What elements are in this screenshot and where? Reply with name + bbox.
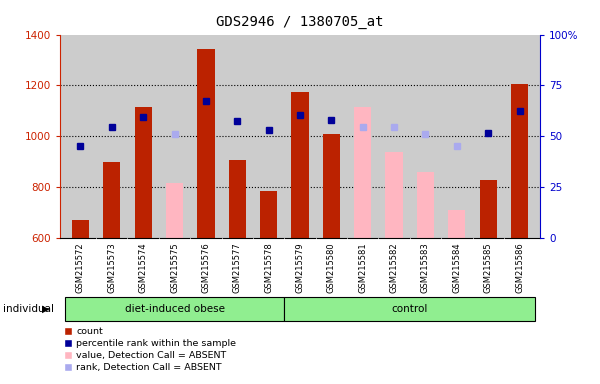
Text: GSM215579: GSM215579	[296, 243, 305, 293]
Text: GSM215585: GSM215585	[484, 243, 493, 293]
Text: GSM215573: GSM215573	[107, 243, 116, 293]
Text: GSM215580: GSM215580	[327, 243, 336, 293]
Bar	[134, 107, 152, 238]
Text: diet-induced obese: diet-induced obese	[125, 304, 224, 314]
Bar	[229, 161, 246, 238]
Text: control: control	[392, 304, 428, 314]
Bar	[72, 220, 89, 238]
Bar	[354, 107, 371, 238]
Bar	[385, 152, 403, 238]
Text: individual: individual	[3, 304, 54, 314]
Text: GSM215575: GSM215575	[170, 243, 179, 293]
Text: ▶: ▶	[43, 304, 50, 314]
Bar	[103, 162, 121, 238]
Bar	[511, 84, 528, 238]
Legend: count, percentile rank within the sample, value, Detection Call = ABSENT, rank, : count, percentile rank within the sample…	[65, 327, 236, 372]
Bar	[260, 191, 277, 238]
Text: GSM215577: GSM215577	[233, 243, 242, 293]
Bar	[166, 184, 183, 238]
Bar	[448, 210, 466, 238]
Text: GSM215572: GSM215572	[76, 243, 85, 293]
Bar	[292, 92, 308, 238]
Text: GSM215586: GSM215586	[515, 243, 524, 293]
Text: GSM215576: GSM215576	[202, 243, 211, 293]
Bar	[417, 172, 434, 238]
Text: GSM215582: GSM215582	[389, 243, 398, 293]
Bar	[197, 48, 215, 238]
Text: GSM215581: GSM215581	[358, 243, 367, 293]
Text: GSM215584: GSM215584	[452, 243, 461, 293]
Bar	[479, 180, 497, 238]
Bar	[323, 134, 340, 238]
Text: GSM215583: GSM215583	[421, 243, 430, 293]
Text: GSM215574: GSM215574	[139, 243, 148, 293]
Bar	[65, 297, 284, 321]
Bar	[284, 297, 535, 321]
Text: GDS2946 / 1380705_at: GDS2946 / 1380705_at	[216, 15, 384, 29]
Text: GSM215578: GSM215578	[264, 243, 273, 293]
